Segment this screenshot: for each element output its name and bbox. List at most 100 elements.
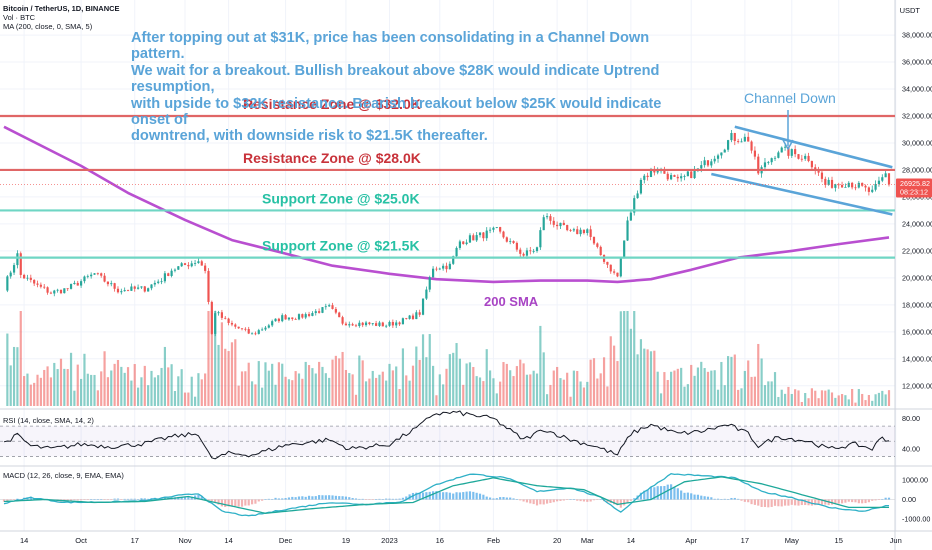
volume-bar [790, 393, 793, 406]
volume-bar [220, 322, 223, 406]
candle-body [773, 157, 777, 159]
candle-body [864, 185, 867, 188]
volume-bar [562, 379, 565, 406]
volume-bar [291, 380, 294, 406]
candle-body [663, 169, 666, 174]
volume-bar [646, 349, 649, 406]
volume-bar [730, 356, 733, 406]
candle-body [522, 253, 525, 256]
macd-histogram-bar [566, 499, 569, 500]
volume-bar [411, 365, 415, 406]
candle-body [187, 264, 190, 267]
candle-body [361, 322, 364, 326]
volume-bar [713, 370, 716, 406]
macd-histogram-bar [143, 498, 146, 500]
candle-body [656, 171, 659, 173]
macd-histogram-bar [596, 499, 599, 500]
candle-body [720, 152, 723, 156]
macd-histogram-bar [576, 499, 579, 501]
volume-bar [606, 386, 609, 406]
candle-body [623, 240, 626, 259]
volume-bar [442, 384, 445, 406]
macd-histogram-bar [794, 499, 797, 506]
macd-histogram-bar [780, 499, 783, 507]
macd-histogram-bar [830, 499, 834, 505]
time-tick-label: Jun [890, 536, 902, 545]
currency-label: USDT [899, 6, 920, 15]
candle-body [224, 317, 227, 319]
macd-histogram-bar [220, 499, 223, 507]
candle-body [341, 317, 344, 324]
volume-bar [435, 395, 438, 406]
volume-bar [817, 398, 820, 406]
candle-body [90, 274, 93, 277]
channel-label: Channel Down [744, 90, 836, 106]
candle-body [535, 247, 539, 251]
volume-bar [693, 375, 696, 406]
volume-bar [163, 346, 166, 406]
volume-bar [250, 381, 254, 406]
macd-histogram-bar [271, 499, 274, 500]
volume-bar [599, 373, 602, 406]
volume-bar [244, 371, 247, 406]
candle-body [418, 312, 421, 315]
macd-histogram-bar [331, 495, 334, 500]
volume-bar [207, 311, 210, 406]
candle-body [797, 154, 800, 159]
macd-histogram-bar [257, 499, 260, 502]
macd-histogram-bar [80, 499, 83, 501]
volume-bar [348, 373, 351, 406]
candle-body [96, 273, 99, 275]
volume-bar [113, 363, 116, 406]
candle-body [39, 284, 42, 287]
macd-histogram-bar [405, 496, 408, 500]
candle-body [147, 288, 150, 292]
macd-histogram-bar [244, 499, 247, 506]
candle-body [33, 279, 36, 284]
macd-histogram-bar [492, 498, 495, 500]
volume-bar [254, 384, 257, 406]
macd-histogram-bar [616, 499, 619, 506]
candle-body [264, 327, 267, 330]
candle-body [297, 314, 301, 320]
candle-body [150, 284, 153, 289]
candle-body [566, 225, 569, 231]
price-tick-label: 24,000.00 [902, 219, 932, 228]
candle-body [425, 289, 428, 299]
macd-histogram-bar [130, 498, 133, 500]
volume-bar [9, 365, 12, 406]
macd-histogram-bar [884, 497, 887, 500]
macd-histogram-bar [485, 496, 488, 500]
macd-histogram-bar [535, 499, 539, 506]
candle-body [240, 328, 244, 330]
macd-histogram-bar [351, 498, 354, 500]
volume-bar [824, 390, 827, 406]
macd-histogram-bar [395, 498, 398, 500]
volume-bar [864, 400, 867, 406]
candle-body [485, 230, 488, 239]
macd-histogram-bar [777, 499, 780, 507]
macd-tick-label: -1000.00 [902, 515, 930, 524]
candle-body [562, 222, 565, 226]
time-tick-label: 16 [436, 536, 444, 545]
macd-histogram-bar [462, 492, 465, 500]
candle-body [710, 161, 713, 166]
candle-body [93, 273, 96, 275]
candle-body [696, 168, 700, 170]
candle-body [834, 184, 837, 188]
time-tick-label: 14 [224, 536, 232, 545]
volume-bar [16, 347, 19, 406]
price-tick-label: 36,000.00 [902, 58, 932, 67]
volume-bar [86, 373, 89, 406]
candle-body [311, 313, 314, 316]
macd-signal-line [3, 476, 889, 514]
volume-bar [569, 396, 572, 406]
macd-histogram-bar [727, 499, 730, 500]
candle-body [619, 258, 622, 277]
macd-histogram-bar [579, 499, 582, 502]
volume-indicator-label: Vol · BTC [3, 13, 36, 22]
volume-bar [391, 370, 394, 406]
macd-histogram-bar [861, 499, 864, 504]
volume-bar [321, 366, 324, 406]
macd-histogram-bar [653, 487, 656, 500]
